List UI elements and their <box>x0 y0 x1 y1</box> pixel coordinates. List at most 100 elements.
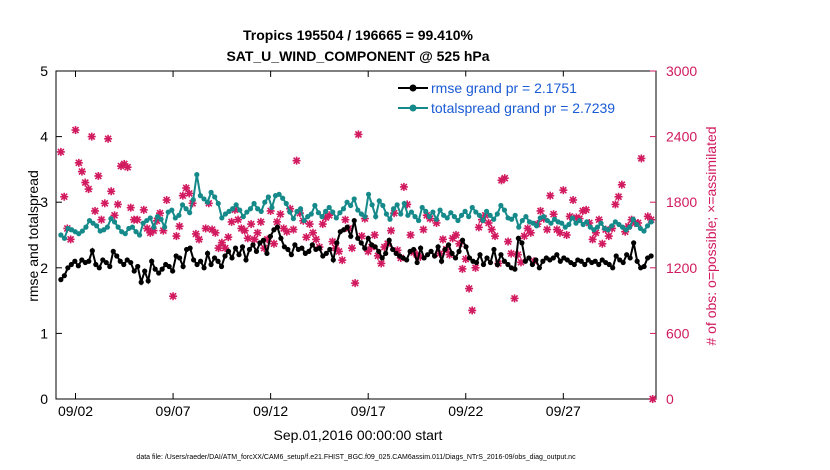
obs-marker-center <box>83 180 88 185</box>
obs-marker-center <box>307 221 312 227</box>
obs-possible-marker <box>348 244 356 253</box>
obs-possible-marker <box>227 217 236 226</box>
obs-possible-marker <box>276 210 285 219</box>
rmse-point <box>536 265 542 271</box>
obs-possible-marker <box>549 210 558 219</box>
obs-marker-center <box>401 184 407 190</box>
obs-possible-marker <box>334 247 343 256</box>
y-axis-label-right: # of obs: o=possible; ×=assimilated <box>703 126 719 345</box>
obs-possible-marker <box>474 223 483 232</box>
spread-point <box>322 208 329 214</box>
rmse-point <box>327 246 333 253</box>
obs-marker-center <box>274 219 280 225</box>
obs-possible-marker <box>74 158 83 167</box>
rmse-point <box>557 258 563 264</box>
obs-marker-center <box>284 229 290 234</box>
y-tick-label-right: 2400 <box>666 129 697 145</box>
spread-point <box>398 211 404 217</box>
rmse-point <box>128 259 134 266</box>
rmse-point <box>348 233 354 239</box>
spread-point <box>240 214 246 220</box>
rmse-point <box>306 248 312 254</box>
rmse-point <box>170 268 176 274</box>
obs-possible-marker <box>234 215 243 224</box>
obs-marker-center <box>86 186 91 192</box>
spread-point <box>162 224 168 230</box>
rmse-point <box>204 250 211 256</box>
spread-point <box>83 224 89 230</box>
spread-point <box>251 200 257 207</box>
rmse-point <box>274 224 281 230</box>
obs-possible-marker <box>100 199 109 208</box>
spread-point <box>226 208 232 214</box>
spread-point <box>212 194 218 200</box>
obs-possible-marker <box>182 183 191 192</box>
spread-point <box>287 209 293 215</box>
obs-marker-center <box>600 241 605 246</box>
obs-marker-center <box>92 208 98 214</box>
spread-point <box>534 223 540 229</box>
rmse-point <box>264 250 270 256</box>
obs-possible-marker <box>273 217 282 226</box>
obs-possible-marker <box>526 228 535 237</box>
obs-marker-center <box>291 227 296 232</box>
obs-marker-center <box>489 227 494 232</box>
obs-marker-center <box>330 239 335 244</box>
rmse-point <box>512 266 518 272</box>
obs-possible-marker <box>438 235 447 244</box>
obs-possible-marker <box>637 154 646 163</box>
obs-marker-center <box>372 232 377 238</box>
spread-point <box>623 227 629 233</box>
x-tick-label: 09/22 <box>448 403 483 419</box>
spread-point <box>444 215 450 221</box>
spread-point <box>94 223 100 229</box>
rmse-point <box>411 246 417 253</box>
obs-marker-center <box>304 234 309 240</box>
obs-possible-marker <box>56 147 65 156</box>
spread-point <box>580 221 586 228</box>
spread-point <box>294 208 300 214</box>
spread-point <box>333 215 339 221</box>
obs-marker-center <box>349 245 355 251</box>
rmse-point <box>309 242 315 248</box>
obs-marker-center <box>245 236 251 241</box>
spread-point <box>544 217 550 224</box>
obs-possible-marker <box>598 239 607 248</box>
x-tick-label: 09/17 <box>351 403 386 419</box>
spread-point <box>362 214 368 220</box>
obs-marker-center <box>544 227 550 232</box>
obs-marker-center <box>492 233 498 239</box>
spread-point <box>516 224 522 230</box>
spread-point <box>491 216 497 222</box>
rmse-point <box>89 248 95 254</box>
obs-marker-center <box>61 194 67 199</box>
spread-point <box>330 209 336 215</box>
rmse-point <box>344 224 350 230</box>
rmse-point <box>131 268 137 274</box>
spread-point <box>319 214 325 220</box>
obs-marker-center <box>125 165 130 170</box>
spread-point <box>394 202 400 208</box>
spread-point <box>197 193 203 199</box>
rmse-point <box>138 279 144 285</box>
rmse-point <box>522 258 528 264</box>
y-tick-label-right: 1800 <box>666 194 697 210</box>
obs-marker-center <box>320 221 325 227</box>
spread-point <box>111 219 118 225</box>
spread-point <box>269 204 275 211</box>
obs-possible-marker <box>97 215 106 224</box>
rmse-point <box>260 237 267 243</box>
rmse-point <box>201 265 207 271</box>
spread-point <box>219 215 225 221</box>
rmse-point <box>65 265 71 271</box>
obs-possible-marker <box>569 196 578 205</box>
obs-marker-center <box>343 217 348 222</box>
spread-point <box>383 211 390 217</box>
obs-marker-center <box>606 233 611 239</box>
obs-marker-center <box>68 237 73 242</box>
spread-point <box>183 206 189 212</box>
spread-point <box>548 220 554 226</box>
y-axis-label-left: rmse and totalspread <box>25 170 41 302</box>
rmse-point <box>246 246 253 253</box>
spread-point <box>201 196 207 202</box>
